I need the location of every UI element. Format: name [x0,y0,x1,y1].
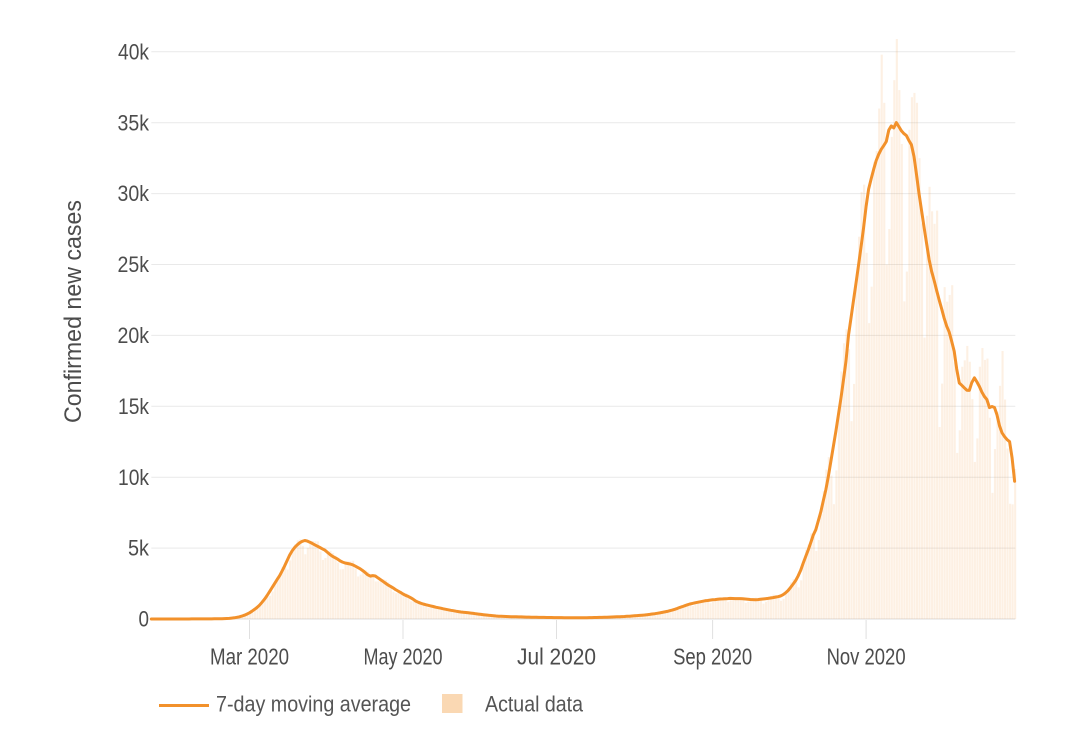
svg-text:5k: 5k [128,536,150,561]
svg-text:10k: 10k [118,465,150,490]
svg-text:30k: 30k [118,181,150,206]
svg-text:35k: 35k [118,110,150,135]
svg-text:May 2020: May 2020 [364,644,443,670]
svg-text:15k: 15k [118,394,150,419]
svg-text:Jul 2020: Jul 2020 [517,644,596,670]
svg-text:25k: 25k [118,252,150,277]
svg-text:7-day moving average: 7-day moving average [216,692,411,717]
svg-text:Sep 2020: Sep 2020 [673,644,752,670]
svg-text:Nov 2020: Nov 2020 [827,644,906,670]
svg-text:Actual data: Actual data [485,692,584,717]
svg-text:Mar 2020: Mar 2020 [210,644,289,670]
svg-text:40k: 40k [118,39,150,64]
svg-text:20k: 20k [118,323,150,348]
svg-text:Confirmed new cases: Confirmed new cases [60,200,87,423]
svg-text:0: 0 [139,607,150,632]
